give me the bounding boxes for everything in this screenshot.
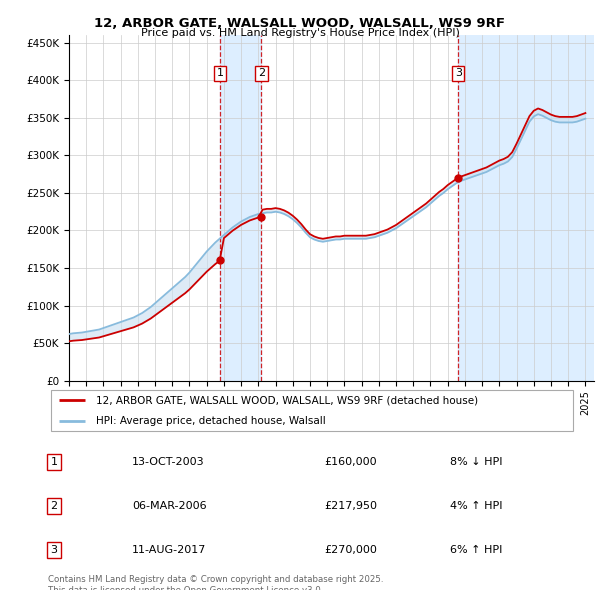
Text: Price paid vs. HM Land Registry's House Price Index (HPI): Price paid vs. HM Land Registry's House … [140,28,460,38]
Text: 13-OCT-2003: 13-OCT-2003 [132,457,205,467]
Text: 06-MAR-2006: 06-MAR-2006 [132,501,206,511]
Text: £160,000: £160,000 [324,457,377,467]
Text: 3: 3 [455,68,461,78]
Text: 4% ↑ HPI: 4% ↑ HPI [450,501,503,511]
Text: Contains HM Land Registry data © Crown copyright and database right 2025.
This d: Contains HM Land Registry data © Crown c… [48,575,383,590]
Text: 12, ARBOR GATE, WALSALL WOOD, WALSALL, WS9 9RF: 12, ARBOR GATE, WALSALL WOOD, WALSALL, W… [95,17,505,30]
Text: 1: 1 [217,68,224,78]
Text: £217,950: £217,950 [324,501,377,511]
Text: 12, ARBOR GATE, WALSALL WOOD, WALSALL, WS9 9RF (detached house): 12, ARBOR GATE, WALSALL WOOD, WALSALL, W… [95,395,478,405]
Text: 6% ↑ HPI: 6% ↑ HPI [450,545,502,555]
Text: 2: 2 [258,68,265,78]
Text: £270,000: £270,000 [324,545,377,555]
Text: 2: 2 [50,501,58,511]
FancyBboxPatch shape [50,390,574,431]
Text: 3: 3 [50,545,58,555]
Bar [458,35,594,381]
Text: 11-AUG-2017: 11-AUG-2017 [132,545,206,555]
Text: HPI: Average price, detached house, Walsall: HPI: Average price, detached house, Wals… [95,416,325,426]
Text: 1: 1 [50,457,58,467]
Bar [220,35,261,381]
Text: 8% ↓ HPI: 8% ↓ HPI [450,457,503,467]
